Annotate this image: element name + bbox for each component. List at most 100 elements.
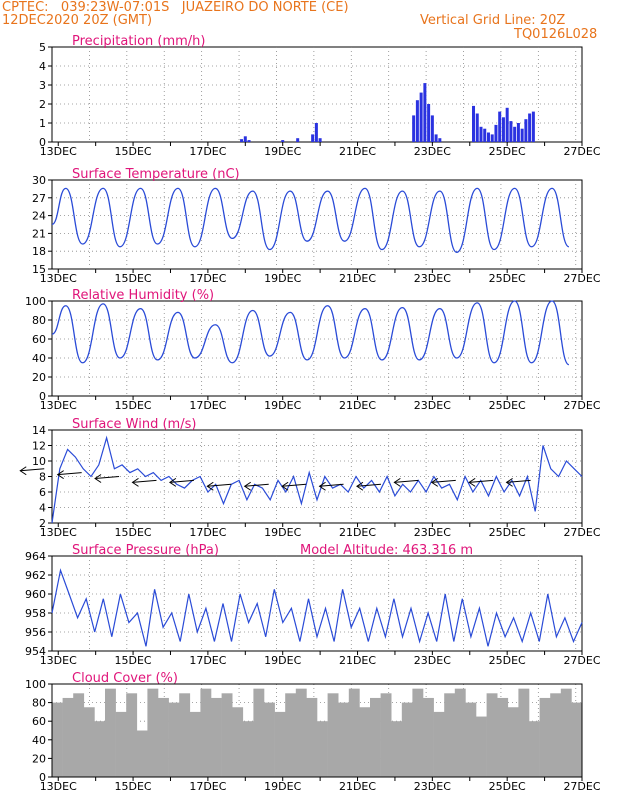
precip-bar	[501, 117, 505, 142]
y-tick-label: 60	[32, 333, 46, 346]
x-tick-label: 27DEC	[563, 654, 600, 667]
x-tick-label: 13DEC	[40, 654, 77, 667]
precip-bar	[490, 134, 494, 142]
cloud-bar	[529, 721, 540, 777]
cloud-bar	[306, 697, 318, 777]
x-tick-label: 15DEC	[115, 780, 152, 793]
x-tick-label: 17DEC	[189, 654, 226, 667]
cloud-bar	[412, 688, 424, 777]
precip-bar	[524, 119, 528, 142]
precip-bar	[505, 107, 509, 142]
precip-bar	[483, 128, 487, 142]
precip-bar	[314, 123, 318, 142]
wind-arrow-head	[281, 481, 289, 491]
y-tick-label: 30	[32, 174, 46, 187]
y-tick-label: 4	[39, 60, 46, 73]
model-altitude-label: Model Altitude: 463.316 m	[300, 543, 473, 558]
precip-bar	[479, 126, 483, 142]
cloud-bar	[295, 688, 307, 777]
y-tick-label: 956	[25, 626, 46, 639]
precip-bar	[513, 126, 517, 142]
precip-bar	[247, 140, 251, 142]
y-tick-label: 100	[25, 678, 46, 691]
precip-bar	[427, 104, 431, 142]
panel-frame	[51, 300, 583, 397]
wind-arrow	[244, 483, 269, 487]
wind-arrow	[132, 479, 157, 483]
x-tick-label: 15DEC	[115, 272, 152, 285]
x-tick-label: 17DEC	[189, 272, 226, 285]
x-tick-label: 21DEC	[339, 272, 376, 285]
cloud-bar	[147, 688, 159, 777]
cloud-bar	[550, 693, 562, 777]
y-tick-label: 2	[39, 98, 46, 111]
x-tick-label: 15DEC	[115, 654, 152, 667]
cloud-bar	[158, 697, 169, 777]
cloud-bar	[518, 688, 530, 777]
panel-title: Precipitation (mm/h)	[72, 34, 205, 49]
wind-arrow	[20, 468, 45, 472]
precip-bar	[528, 113, 532, 142]
x-tick-label: 27DEC	[563, 272, 600, 285]
panel-title: Surface Pressure (hPa)	[72, 543, 219, 558]
x-tick-label: 19DEC	[264, 272, 301, 285]
y-tick-label: 12	[32, 440, 46, 453]
wind-arrow	[469, 479, 494, 483]
cloud-bar	[115, 711, 127, 777]
cloud-bar	[560, 688, 572, 777]
wind-arrow-head	[356, 481, 364, 491]
panel-title: Cloud Cover (%)	[72, 671, 178, 686]
cloud-bar	[433, 711, 445, 777]
wind-arrow-head	[468, 477, 476, 487]
x-tick-label: 23DEC	[414, 654, 451, 667]
wind-arrow	[207, 483, 232, 487]
wind-arrow-head	[131, 477, 139, 487]
y-tick-label: 10	[32, 455, 46, 468]
wind-arrow-head	[243, 481, 251, 491]
precip-bar	[494, 124, 498, 142]
precip-bar	[509, 121, 513, 142]
cloud-bar	[454, 688, 466, 777]
wind-arrow	[356, 483, 381, 487]
x-tick-label: 15DEC	[115, 145, 152, 158]
precip-bar	[516, 123, 520, 142]
precip-bar	[243, 136, 247, 142]
x-tick-label: 19DEC	[264, 654, 301, 667]
cloud-bar	[62, 697, 74, 777]
x-tick-label: 13DEC	[40, 145, 77, 158]
x-tick-label: 13DEC	[40, 272, 77, 285]
x-tick-label: 19DEC	[264, 399, 301, 412]
y-tick-label: 0	[39, 390, 46, 403]
cloud-bar	[264, 702, 275, 777]
wind-arrow	[57, 472, 82, 476]
precip-bar	[419, 92, 423, 142]
x-tick-label: 27DEC	[563, 145, 600, 158]
x-tick-label: 19DEC	[264, 526, 301, 539]
y-tick-label: 954	[25, 645, 46, 658]
cloud-bar	[359, 707, 371, 777]
precip-bar	[281, 140, 285, 142]
wind-arrow	[506, 479, 531, 483]
cloud-bar	[285, 693, 297, 777]
y-tick-label: 40	[32, 352, 46, 365]
cloud-bar	[327, 693, 339, 777]
x-tick-label: 13DEC	[40, 399, 77, 412]
cloud-bar	[189, 711, 201, 777]
y-tick-label: 6	[39, 486, 46, 499]
cloud-bar	[465, 702, 477, 777]
cloud-bar	[73, 693, 85, 777]
precip-bar	[498, 111, 502, 142]
cloud-bar	[52, 702, 63, 777]
precip-bar	[296, 138, 300, 142]
panel-frame	[51, 555, 583, 652]
cloud-bar	[168, 702, 180, 777]
x-tick-label: 27DEC	[563, 526, 600, 539]
y-tick-label: 8	[39, 471, 46, 484]
cloud-bar	[274, 711, 286, 777]
y-tick-label: 80	[32, 697, 46, 710]
x-tick-label: 25DEC	[489, 654, 526, 667]
cloud-bar	[444, 693, 456, 777]
x-tick-label: 23DEC	[414, 780, 451, 793]
cloud-bar	[423, 697, 434, 777]
